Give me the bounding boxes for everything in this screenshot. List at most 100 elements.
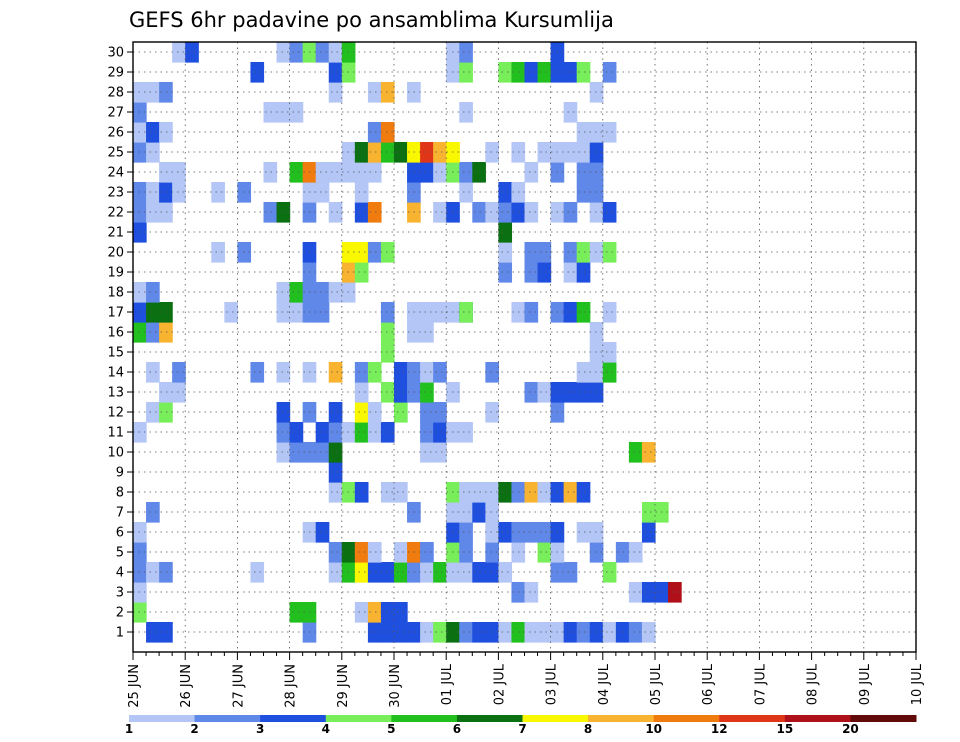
y-tick-label: 22 — [107, 206, 124, 221]
heatmap-cell — [563, 622, 578, 643]
heatmap-cell — [563, 102, 578, 123]
heatmap-cell — [589, 182, 604, 203]
heatmap-cell — [563, 62, 578, 83]
heatmap-cell — [146, 142, 160, 163]
heatmap-cell — [433, 202, 447, 223]
heatmap-cell — [354, 142, 369, 163]
heatmap-cell — [433, 622, 447, 643]
y-tick-label: 7 — [116, 506, 124, 521]
heatmap-cell — [146, 282, 160, 303]
heatmap-cell — [472, 502, 486, 523]
heatmap-cell — [459, 302, 473, 323]
heatmap-cell — [589, 542, 604, 563]
heatmap-cell — [250, 362, 265, 383]
heatmap-cell — [289, 602, 304, 623]
heatmap-cell — [315, 522, 330, 543]
x-tick-label: 03 JUL — [545, 663, 560, 705]
heatmap-cell — [589, 322, 604, 343]
heatmap-cell — [146, 402, 160, 423]
heatmap-cell — [576, 182, 591, 203]
heatmap-cell — [563, 142, 578, 163]
heatmap-cell — [498, 222, 513, 243]
heatmap-cell — [328, 402, 343, 423]
chart-title: GEFS 6hr padavine po ansamblima Kursumli… — [129, 8, 614, 32]
colorbar-swatch — [784, 715, 851, 722]
heatmap-cell — [589, 382, 604, 403]
heatmap-cell — [668, 582, 682, 603]
heatmap-cell — [537, 482, 552, 503]
heatmap-cell — [576, 162, 591, 183]
heatmap-cell — [380, 82, 395, 103]
heatmap-cell — [250, 562, 265, 583]
heatmap-cells — [133, 42, 682, 643]
heatmap-cell — [498, 482, 513, 503]
x-tick-label: 09 JUL — [858, 663, 873, 705]
heatmap-cell — [315, 442, 330, 463]
heatmap-cell — [289, 42, 304, 63]
heatmap-cell — [602, 242, 617, 263]
heatmap-cell — [576, 362, 591, 383]
x-tick-label: 01 JUL — [440, 663, 455, 705]
heatmap-cell — [563, 202, 578, 223]
heatmap-cell — [433, 362, 447, 383]
heatmap-cell — [159, 182, 173, 203]
heatmap-cell — [146, 502, 160, 523]
heatmap-cell — [641, 582, 656, 603]
heatmap-cell — [276, 442, 291, 463]
heatmap-cell — [328, 442, 343, 463]
heatmap-cell — [276, 422, 291, 443]
y-tick-label: 14 — [107, 366, 124, 381]
y-tick-label: 16 — [107, 326, 124, 341]
colorbar-swatch — [588, 715, 655, 722]
heatmap-cell — [315, 282, 330, 303]
colorbar: 1 2 3 4 5 6 7 8 10 12 15 20 — [125, 715, 917, 736]
heatmap-cell — [498, 182, 513, 203]
heatmap-cell — [420, 302, 434, 323]
heatmap-cell — [433, 162, 447, 183]
heatmap-cell — [211, 182, 225, 203]
colorbar-swatch — [260, 715, 327, 722]
x-tick-label: 02 JUL — [492, 663, 507, 705]
heatmap-cell — [537, 62, 552, 83]
heatmap-cell — [224, 302, 238, 323]
heatmap-cell — [459, 502, 473, 523]
y-tick-label: 11 — [107, 426, 124, 441]
x-tick-label: 26 JUN — [179, 664, 194, 708]
heatmap-cell — [263, 202, 278, 223]
heatmap-cell — [328, 82, 343, 103]
y-tick-label: 8 — [116, 486, 124, 501]
heatmap-cell — [394, 402, 408, 423]
heatmap-cell — [459, 562, 473, 583]
heatmap-cell — [146, 302, 160, 323]
x-tick-label: 29 JUN — [336, 664, 351, 708]
heatmap-cell — [354, 242, 369, 263]
heatmap-cell — [433, 562, 447, 583]
colorbar-swatch — [522, 715, 589, 722]
heatmap-cell — [354, 402, 369, 423]
heatmap-cell — [328, 162, 343, 183]
heatmap-cell — [641, 622, 656, 643]
heatmap-cell — [602, 622, 617, 643]
heatmap-cell — [459, 522, 473, 543]
colorbar-label: 1 — [125, 722, 133, 736]
heatmap-cell — [576, 382, 591, 403]
heatmap-cell — [524, 162, 539, 183]
heatmap-cell — [537, 262, 552, 283]
colorbar-label: 2 — [190, 722, 198, 736]
heatmap-cell — [433, 142, 447, 163]
heatmap-cell — [354, 362, 369, 383]
heatmap-cell — [589, 522, 604, 543]
heatmap-cell — [589, 82, 604, 103]
y-tick-label: 29 — [107, 66, 124, 81]
heatmap-cell — [289, 442, 304, 463]
heatmap-cell — [263, 162, 278, 183]
heatmap-cell — [367, 562, 382, 583]
heatmap-cell — [641, 502, 656, 523]
colorbar-label: 15 — [776, 722, 793, 736]
heatmap-cell — [211, 242, 225, 263]
heatmap-cell — [459, 162, 473, 183]
heatmap-cell — [589, 342, 604, 363]
heatmap-cell — [524, 622, 539, 643]
heatmap-cell — [472, 162, 486, 183]
